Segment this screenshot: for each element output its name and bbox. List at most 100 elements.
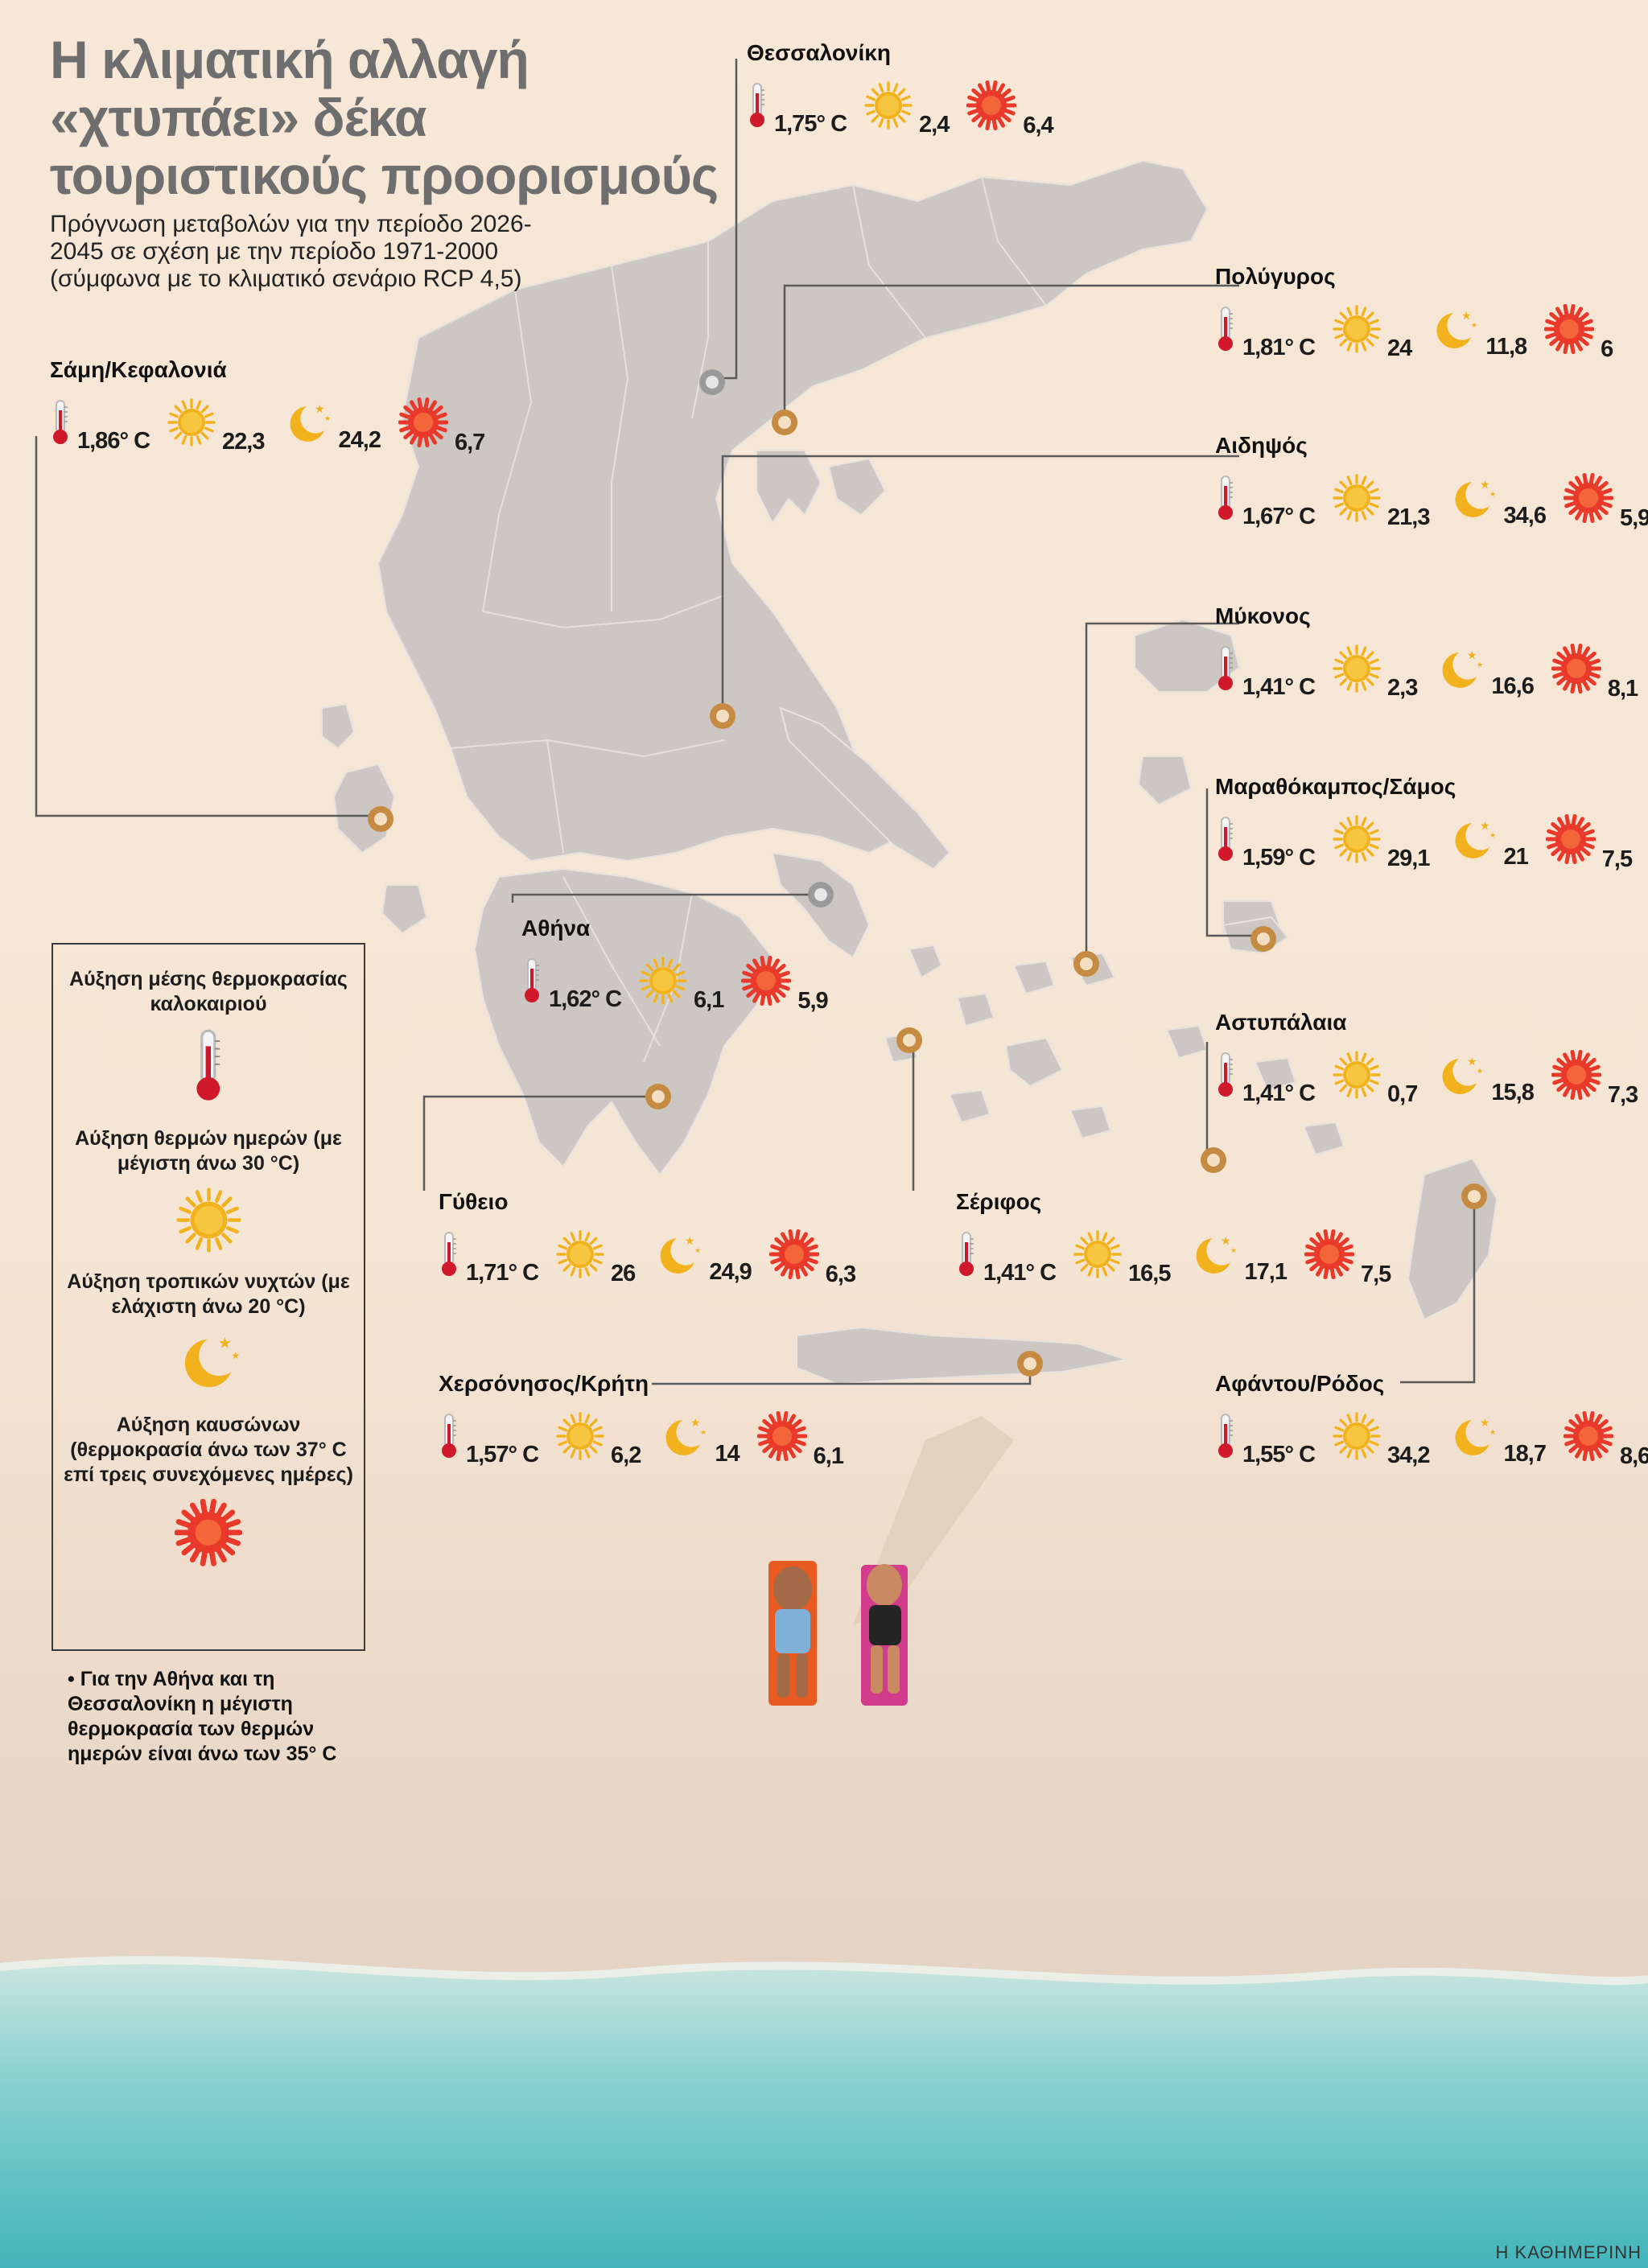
city-block-athina: Αθήνα 1,62° C 6,1 5,9 (521, 916, 846, 1013)
location-marker-afantou (1461, 1183, 1487, 1209)
sun-icon (175, 1188, 241, 1257)
location-marker-marathokampos (1250, 926, 1276, 952)
hot-sun-icon (174, 1498, 243, 1570)
svg-text:★: ★ (315, 403, 325, 416)
location-marker-serifos (896, 1027, 922, 1053)
heatwaves-item: 7,5 (1304, 1229, 1391, 1286)
temp-item: 1,57° C (439, 1413, 539, 1467)
svg-text:★: ★ (1221, 1235, 1231, 1248)
svg-text:★: ★ (1489, 491, 1496, 499)
city-name: Μύκονος (1215, 603, 1311, 628)
city-name: Σέριφος (956, 1189, 1042, 1214)
svg-text:★: ★ (694, 1247, 701, 1255)
tropical-nights-item: ★ ★ 34,6 (1448, 475, 1547, 529)
location-marker-mykonos (1073, 951, 1099, 977)
thermometer-icon (1215, 816, 1236, 866)
tropical-nights-item: ★ ★ 14 (658, 1414, 740, 1467)
hot-days-value: 22,3 (222, 429, 265, 455)
heatwaves-item: 6 (1543, 303, 1613, 362)
moon-stars-icon: ★ ★ (658, 1414, 708, 1463)
city-values: 1,59° C 29,1 ★ ★ 21 7,5 (1215, 813, 1648, 872)
sun-icon (1333, 644, 1381, 697)
legend-heatwaves-label: Αύξηση καυσώνων (θερμοκρασία άνω των 37°… (64, 1414, 353, 1486)
temp-item: 1,62° C (521, 957, 622, 1011)
thermometer-icon (1215, 1052, 1236, 1102)
svg-text:★: ★ (218, 1335, 232, 1352)
sun-icon (864, 81, 913, 134)
sun-icon (556, 1230, 604, 1282)
city-values: 1,67° C 21,3 ★ ★ 34,6 5,9 (1215, 472, 1648, 530)
sun-icon (1333, 305, 1381, 357)
hot-sun-icon (1551, 1049, 1602, 1104)
hot-days-value: 6,1 (694, 987, 724, 1013)
city-name: Αφάντου/Ρόδος (1215, 1371, 1385, 1396)
heatwaves-value: 8,6 (1619, 1443, 1648, 1469)
svg-text:★: ★ (700, 1429, 707, 1437)
heatwaves-item: 7,5 (1545, 813, 1633, 872)
city-values: 1,57° C 6,2 ★ ★ 14 6,1 (439, 1410, 861, 1468)
tropical-nights-value: 24,9 (709, 1259, 752, 1285)
tropical-nights-value: 34,6 (1503, 503, 1547, 529)
hot-days-item: 21,3 (1333, 474, 1431, 529)
thermometer-icon (50, 399, 71, 450)
svg-text:★: ★ (1480, 1417, 1490, 1430)
svg-text:★: ★ (690, 1417, 701, 1430)
svg-text:★: ★ (1471, 322, 1477, 330)
location-marker-athina (808, 882, 834, 908)
temp-value: 1,57° C (466, 1442, 539, 1467)
temp-value: 1,41° C (983, 1260, 1057, 1286)
city-name: Πολύγυρος (1215, 264, 1336, 289)
hot-days-value: 0,7 (1387, 1081, 1418, 1107)
hot-sun-icon (966, 80, 1017, 134)
svg-text:★: ★ (1467, 649, 1477, 662)
heatwaves-item: 7,3 (1551, 1049, 1638, 1108)
tropical-nights-value: 16,6 (1491, 673, 1534, 699)
thermometer-icon (1215, 475, 1236, 525)
legend-box: Αύξηση μέσης θερμοκρασίας καλοκαιριού Αύ… (52, 943, 365, 1651)
city-values: 1,62° C 6,1 5,9 (521, 955, 846, 1013)
location-marker-astypalaia (1201, 1147, 1226, 1173)
city-name: Θεσσαλονίκη (747, 40, 891, 65)
svg-text:★: ★ (1230, 1247, 1237, 1255)
city-name: Αιδηψός (1215, 433, 1308, 458)
heatwaves-item: 6,1 (756, 1410, 844, 1468)
tropical-nights-value: 14 (715, 1441, 740, 1467)
svg-text:★: ★ (1467, 1056, 1477, 1068)
heatwaves-value: 6,7 (454, 430, 485, 455)
moon-stars-icon: ★ ★ (175, 1331, 242, 1396)
heatwaves-item: 8,1 (1551, 643, 1638, 701)
heatwaves-item: 5,9 (740, 955, 829, 1013)
city-values: 1,86° C 22,3 ★ ★ 24,2 6,7 (50, 397, 502, 455)
moon-stars-icon: ★ ★ (1435, 1052, 1485, 1101)
tropical-nights-item: ★ ★ 24,9 (653, 1232, 752, 1285)
hot-days-value: 16,5 (1128, 1261, 1171, 1286)
legend-tropical-nights-icon-wrap: ★ ★ (53, 1331, 364, 1395)
hot-days-value: 2,4 (919, 112, 950, 138)
thermometer-icon (1215, 306, 1236, 356)
svg-text:★: ★ (1489, 1429, 1496, 1437)
temp-item: 1,41° C (1215, 645, 1316, 699)
location-marker-aidipsos (710, 703, 735, 729)
beach-people-illustration (768, 1416, 1014, 1706)
heatwaves-item: 6,4 (966, 80, 1054, 138)
city-block-mykonos: Μύκονος 1,41° C 2,3 ★ ★ 16,6 8,1 (1215, 603, 1648, 701)
city-block-polygyros: Πολύγυρος 1,81° C 24 ★ ★ 11,8 6 (1215, 264, 1630, 362)
heatwaves-value: 7,5 (1601, 846, 1633, 872)
hot-days-item: 29,1 (1333, 815, 1431, 871)
heatwaves-item: 5,9 (1563, 472, 1648, 530)
heatwaves-item: 6,3 (768, 1229, 856, 1286)
legend-tropical-nights-label: Αύξηση τροπικών νυχτών (με ελάχιστη άνω … (67, 1270, 350, 1318)
svg-text:★: ★ (1480, 479, 1490, 492)
city-block-sami: Σάμη/Κεφαλονιά 1,86° C 22,3 ★ ★ 24,2 6,7 (50, 357, 502, 455)
location-marker-thessaloniki (699, 369, 725, 395)
svg-text:★: ★ (324, 415, 331, 423)
hot-sun-icon (398, 397, 449, 451)
hot-days-item: 22,3 (167, 398, 266, 455)
tropical-nights-value: 11,8 (1485, 334, 1527, 360)
location-marker-gytheio (645, 1084, 671, 1109)
hot-days-value: 26 (611, 1261, 636, 1286)
temp-value: 1,75° C (774, 111, 847, 137)
city-block-astypalaia: Αστυπάλαια 1,41° C 0,7 ★ ★ 15,8 7,3 (1215, 1010, 1648, 1108)
heatwaves-value: 6 (1601, 336, 1613, 362)
heatwaves-value: 7,3 (1607, 1082, 1638, 1108)
